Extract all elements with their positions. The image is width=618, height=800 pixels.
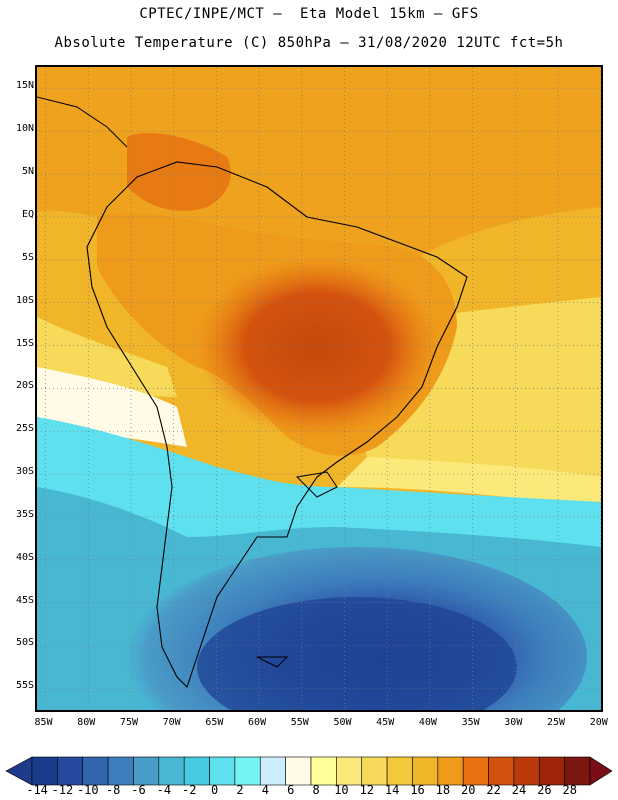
colorbar-swatch	[361, 756, 388, 786]
lon-tick-label: 85W	[34, 717, 53, 728]
colorbar-under-arrow	[5, 756, 33, 786]
colorbar-swatch	[386, 756, 413, 786]
lat-tick-label: 15S	[15, 337, 34, 349]
lon-tick-label: 45W	[376, 717, 395, 728]
lon-tick-label: 35W	[461, 717, 480, 728]
colorbar-tick-label: 28	[562, 783, 577, 797]
lat-tick-label: 55S	[15, 680, 34, 692]
lat-tick-label: EQ	[21, 208, 34, 220]
falklands-outline	[256, 656, 289, 668]
colorbar-tick-label: -8	[105, 783, 121, 797]
colorbar-tick-label: -10	[76, 783, 99, 797]
colorbar-tick-label: -14	[26, 783, 48, 797]
colorbar-swatch	[462, 756, 489, 786]
colorbar-swatch	[285, 756, 312, 786]
lat-tick-label: 5S	[21, 251, 34, 263]
colorbar-swatch	[538, 756, 565, 786]
cold-core-center	[197, 597, 517, 710]
lat-tick-label: 5N	[21, 166, 34, 178]
colorbar-tick-label: -2	[182, 783, 197, 797]
colorbar-swatch	[412, 756, 439, 786]
colorbar-swatch	[82, 756, 109, 786]
colorbar-swatch	[133, 756, 160, 786]
northern-highlands-heat	[127, 133, 231, 211]
colorbar-swatch	[488, 756, 515, 786]
colorbar-swatch	[336, 756, 363, 786]
colorbar-tick-label: -6	[131, 783, 146, 797]
atlantic-yellow-band	[337, 457, 601, 507]
colorbar-tick-label: 22	[486, 783, 501, 797]
lat-tick-label: 35S	[15, 508, 34, 520]
lat-tick-label: 30S	[15, 466, 34, 478]
lon-tick-label: 25W	[546, 717, 566, 728]
colorbar-swatch	[209, 756, 236, 786]
colorbar-tick-label: 12	[359, 783, 375, 797]
colorbar-tick-label: 18	[435, 783, 451, 797]
lat-tick-label: 20S	[15, 380, 34, 392]
lon-tick-label: 60W	[248, 717, 267, 728]
lat-tick-label: 15N	[15, 80, 34, 92]
colorbar-tick-label: 20	[461, 783, 476, 797]
lat-tick-label: 25S	[15, 423, 34, 435]
south-america-coastline	[86, 161, 468, 689]
colorbar-tick-label: 8	[312, 783, 320, 797]
lon-tick-label: 65W	[205, 717, 224, 728]
colorbar-tick-label: 0	[210, 783, 219, 797]
colorbar-swatch	[513, 756, 540, 786]
continent-hot-core	[197, 257, 437, 437]
colorbar-tick-label: 4	[261, 783, 269, 797]
colorbar-swatch	[158, 756, 185, 786]
lon-tick-label: 50W	[333, 717, 352, 728]
map-subtitle: Absolute Temperature (C) 850hPa – 31/08/…	[54, 35, 564, 51]
lat-tick-label: 50S	[15, 637, 34, 649]
map-title: CPTEC/INPE/MCT – Eta Model 15km – GFS	[139, 6, 479, 22]
colorbar-over-arrow	[589, 756, 613, 786]
colorbar-tick-label: 6	[287, 783, 295, 797]
colorbar-tick-label: 10	[334, 783, 349, 797]
central-america-coastline	[37, 96, 128, 148]
lat-tick-label: 40S	[15, 551, 34, 563]
colorbar-tick-label: 2	[236, 783, 244, 797]
lon-tick-label: 20W	[589, 717, 608, 728]
colorbar-swatch	[107, 756, 134, 786]
colorbar-tick-label: 24	[511, 783, 527, 797]
colorbar-tick-label: -4	[156, 783, 172, 797]
lat-tick-label: 45S	[15, 594, 34, 606]
colorbar-swatch	[437, 756, 464, 786]
lat-tick-label: 10S	[15, 294, 34, 306]
colorbar-swatch	[31, 756, 58, 786]
map-canvas	[37, 67, 601, 710]
colorbar-swatch	[183, 756, 210, 786]
colorbar-swatch	[259, 756, 286, 786]
lon-tick-label: 30W	[504, 717, 523, 728]
colorbar-tick-label: 26	[537, 783, 552, 797]
lon-tick-label: 75W	[119, 717, 138, 728]
colorbar-swatch	[310, 756, 337, 786]
colorbar-tick-label: 14	[384, 783, 400, 797]
rio-de-la-plata-outline	[295, 471, 338, 498]
lon-tick-label: 40W	[418, 717, 437, 728]
colorbar	[5, 756, 613, 786]
colorbar-tick-label: 16	[410, 783, 425, 797]
lon-tick-label: 80W	[77, 717, 96, 728]
lon-tick-label: 70W	[162, 717, 181, 728]
colorbar-tick-label: -12	[51, 783, 74, 797]
colorbar-swatch	[564, 756, 591, 786]
temperature-map	[35, 65, 603, 712]
colorbar-swatch	[57, 756, 84, 786]
lon-tick-label: 55W	[290, 717, 309, 728]
lat-tick-label: 10N	[15, 123, 34, 135]
colorbar-swatch	[234, 756, 261, 786]
